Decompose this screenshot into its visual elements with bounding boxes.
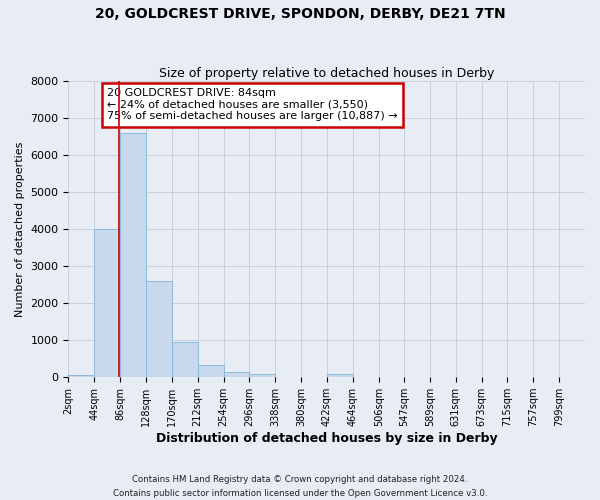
Bar	[172, 342, 198, 377]
Y-axis label: Number of detached properties: Number of detached properties	[15, 142, 25, 316]
Bar	[68, 375, 94, 377]
Bar	[120, 132, 146, 377]
Bar	[146, 281, 172, 377]
Bar	[250, 374, 275, 377]
Title: Size of property relative to detached houses in Derby: Size of property relative to detached ho…	[159, 66, 494, 80]
Bar	[327, 374, 353, 377]
Bar	[198, 364, 224, 377]
Text: Contains HM Land Registry data © Crown copyright and database right 2024.
Contai: Contains HM Land Registry data © Crown c…	[113, 476, 487, 498]
Bar	[94, 229, 120, 377]
Text: 20 GOLDCREST DRIVE: 84sqm
← 24% of detached houses are smaller (3,550)
75% of se: 20 GOLDCREST DRIVE: 84sqm ← 24% of detac…	[107, 88, 398, 122]
Text: 20, GOLDCREST DRIVE, SPONDON, DERBY, DE21 7TN: 20, GOLDCREST DRIVE, SPONDON, DERBY, DE2…	[95, 8, 505, 22]
X-axis label: Distribution of detached houses by size in Derby: Distribution of detached houses by size …	[156, 432, 497, 445]
Bar	[224, 372, 250, 377]
